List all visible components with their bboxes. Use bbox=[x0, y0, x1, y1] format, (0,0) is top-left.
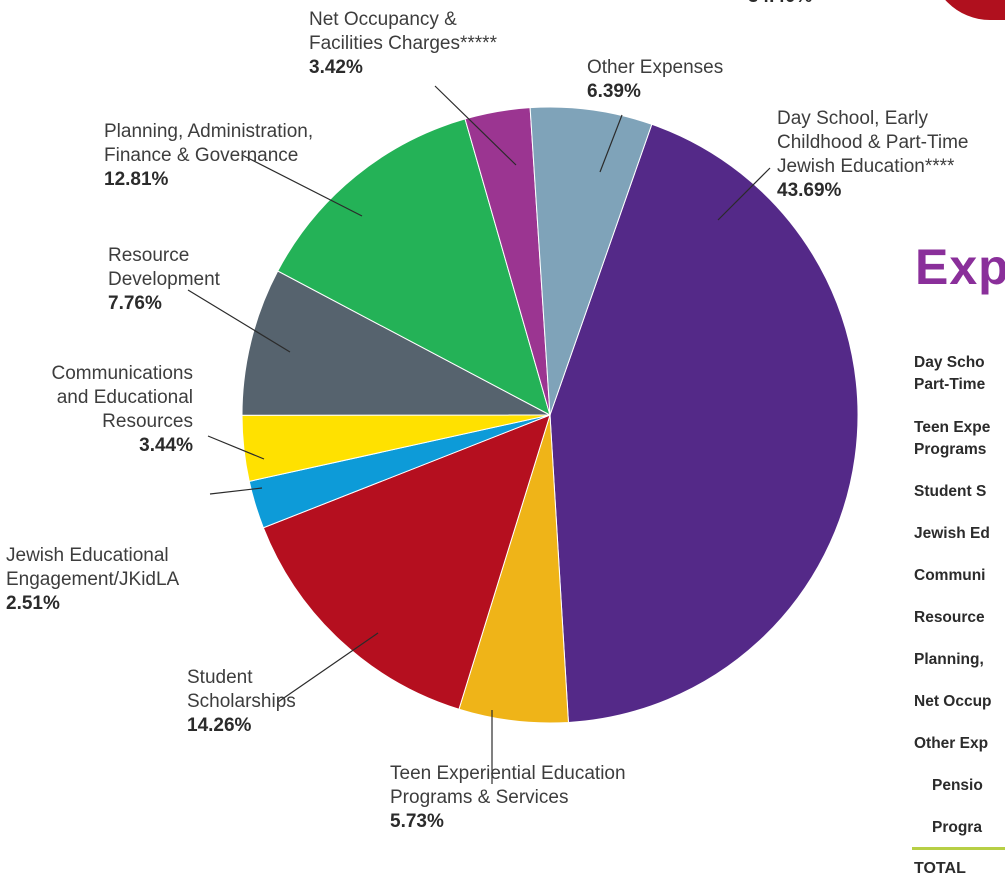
label-communications: Communications and Educational Resources… bbox=[51, 363, 194, 456]
label-student-scholarships: Student Scholarships 14.26% bbox=[187, 667, 296, 736]
leader-line bbox=[209, 487, 263, 495]
slice-planning-administration bbox=[277, 118, 551, 416]
label-day-school: Day School, Early Childhood & Part-Time … bbox=[777, 108, 969, 201]
leader-line bbox=[241, 154, 363, 217]
label-planning-administration: Planning, Administration, Finance & Gove… bbox=[104, 121, 314, 190]
slice-day-school bbox=[549, 123, 859, 723]
label-resource-development: Resource Development 7.76% bbox=[108, 245, 220, 314]
panel-row: Net Occup bbox=[914, 693, 992, 710]
slice-resource-development bbox=[241, 270, 551, 416]
panel-row: Day Scho bbox=[914, 354, 985, 371]
panel-row: Part-Time bbox=[914, 376, 986, 393]
cropped-percentage: 34.40% bbox=[748, 0, 812, 8]
label-other-expenses: Other Expenses 6.39% bbox=[587, 57, 724, 102]
panel-row: Pensio bbox=[932, 777, 983, 794]
panel-row: Planning, bbox=[914, 651, 984, 668]
panel-row: Communi bbox=[914, 567, 986, 584]
panel-row: Teen Expe bbox=[914, 419, 991, 436]
leader-line bbox=[434, 85, 517, 166]
panel-row: Resource bbox=[914, 609, 985, 626]
panel-row: Other Exp bbox=[914, 735, 989, 752]
panel-total: TOTAL bbox=[914, 860, 966, 877]
leader-line bbox=[599, 114, 623, 173]
panel-title: Exp bbox=[915, 239, 1005, 295]
decorative-red-shape bbox=[930, 0, 1005, 20]
panel-row: Progra bbox=[932, 819, 982, 836]
leader-line bbox=[187, 289, 291, 353]
label-jewish-educational-engagement: Jewish Educational Engagement/JKidLA 2.51… bbox=[6, 545, 180, 614]
slice-other-expenses bbox=[529, 106, 653, 416]
slice-student-scholarships bbox=[262, 414, 551, 710]
panel-divider bbox=[912, 847, 1005, 850]
pie-chart bbox=[187, 85, 859, 784]
leader-line bbox=[277, 632, 379, 703]
leader-line bbox=[207, 435, 265, 460]
label-teen-experiential: Teen Experiential Education Programs & S… bbox=[390, 763, 626, 832]
panel-row: Programs bbox=[914, 441, 987, 458]
panel-row: Student S bbox=[914, 483, 987, 500]
leader-line bbox=[717, 167, 771, 221]
panel-row: Jewish Ed bbox=[914, 525, 990, 542]
label-net-occupancy: Net Occupancy & Facilities Charges***** 3… bbox=[309, 9, 497, 78]
